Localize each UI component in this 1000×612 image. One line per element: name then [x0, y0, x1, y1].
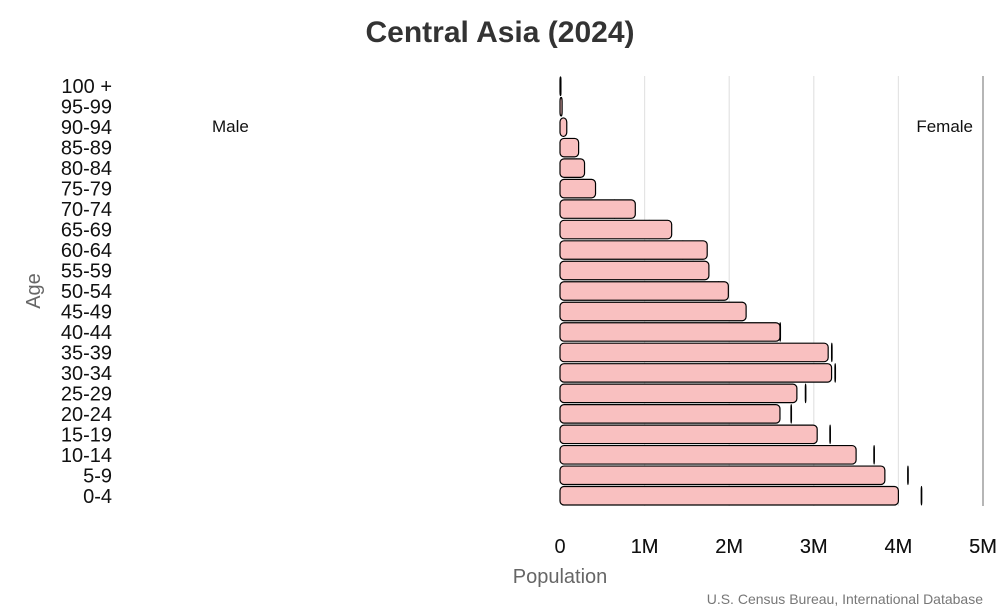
female-bar-0-4 [559, 485, 899, 506]
y-tick-label: 35-39 [61, 342, 112, 364]
y-tick-label: 55-59 [61, 261, 112, 283]
chart-title: Central Asia (2024) [365, 16, 634, 49]
y-tick-label: 75-79 [61, 179, 112, 201]
y-tick-label: 70-74 [61, 199, 112, 221]
y-tick-label: 0-4 [83, 486, 112, 508]
female-bar-50-54 [559, 281, 729, 301]
y-tick-label: 30-34 [61, 363, 112, 385]
y-axis-title: Age [23, 273, 45, 309]
female-bar-70-74 [559, 199, 636, 219]
female-bar-15-19 [559, 424, 818, 445]
female-bar-75-79 [559, 178, 597, 199]
x-tick-label: 4M [885, 536, 913, 558]
x-tick-label: 5M [969, 536, 997, 558]
bars-group [559, 76, 923, 506]
male-label: Male [212, 117, 249, 136]
female-bar-100 [559, 76, 562, 97]
y-tick-label: 85-89 [61, 138, 112, 160]
x-tick-label: 3M [800, 536, 828, 558]
female-bar-25-29 [559, 383, 798, 404]
female-bar-40-44 [559, 322, 781, 342]
male-bar-35-39 [830, 342, 833, 363]
male-bar-20-24 [790, 404, 793, 424]
female-bar-45-49 [559, 301, 747, 322]
female-bar-35-39 [559, 342, 829, 363]
female-label: Female [916, 117, 973, 136]
male-bar-10-14 [873, 444, 875, 465]
y-tick-label: 50-54 [61, 281, 112, 303]
x-tick-label: 5M [969, 536, 997, 558]
female-bar-65-69 [559, 219, 673, 240]
x-tick-label: 2M [715, 536, 743, 558]
y-tick-label: 25-29 [61, 383, 112, 405]
y-tick-label: 60-64 [61, 240, 112, 262]
male-bar-0-4 [920, 485, 923, 506]
y-tick-label: 40-44 [61, 322, 112, 344]
x-tick-label: 3M [800, 536, 828, 558]
x-tick-label: 1M [631, 536, 659, 558]
female-bar-90-94 [559, 117, 568, 138]
y-tick-label: 20-24 [61, 404, 112, 426]
female-bar-85-89 [559, 137, 580, 158]
y-tick-label: 45-49 [61, 301, 112, 323]
y-tick-label: 95-99 [61, 97, 112, 119]
y-tick-label: 65-69 [61, 220, 112, 242]
y-tick-labels: 0-45-910-1415-1920-2425-2930-3435-3940-4… [61, 76, 112, 508]
female-bar-60-64 [559, 240, 708, 260]
y-tick-label: 100 + [61, 76, 112, 98]
male-bar-25-29 [804, 383, 807, 404]
male-bar-15-19 [829, 424, 831, 445]
female-bar-20-24 [559, 404, 781, 424]
female-bar-55-59 [559, 260, 710, 281]
female-bar-80-84 [559, 158, 586, 178]
x-axis-title: Population [513, 566, 608, 588]
female-bar-10-14 [559, 444, 857, 465]
male-bar-30-34 [834, 363, 837, 383]
x-tick-label: 1M [631, 536, 659, 558]
female-bar-95-99 [559, 96, 563, 117]
y-tick-label: 15-19 [61, 424, 112, 446]
y-tick-label: 5-9 [83, 465, 112, 487]
x-tick-label: 2M [715, 536, 743, 558]
y-tick-label: 80-84 [61, 158, 112, 180]
x-tick-label: 4M [885, 536, 913, 558]
y-tick-label: 90-94 [61, 117, 112, 139]
female-bar-30-34 [559, 363, 833, 383]
x-tick-label: 0 [554, 536, 565, 558]
female-bar-5-9 [559, 465, 886, 486]
male-bar-5-9 [907, 465, 909, 486]
source-note: U.S. Census Bureau, International Databa… [707, 591, 983, 607]
y-tick-label: 10-14 [61, 445, 112, 467]
